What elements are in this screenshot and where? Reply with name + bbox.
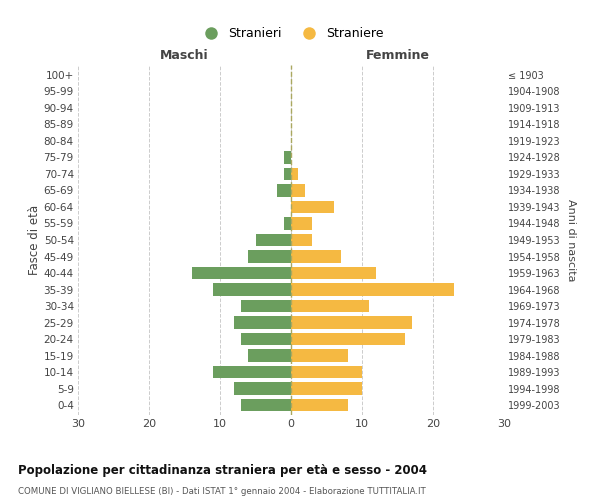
Bar — [241, 300, 291, 312]
Bar — [291, 284, 454, 296]
Bar — [256, 234, 291, 246]
Legend: Stranieri, Straniere: Stranieri, Straniere — [193, 22, 389, 46]
Text: COMUNE DI VIGLIANO BIELLESE (BI) - Dati ISTAT 1° gennaio 2004 - Elaborazione TUT: COMUNE DI VIGLIANO BIELLESE (BI) - Dati … — [18, 486, 426, 496]
Bar — [191, 267, 291, 279]
Bar — [248, 350, 291, 362]
Bar — [234, 382, 291, 395]
Bar — [241, 333, 291, 345]
Bar — [291, 333, 404, 345]
Bar — [291, 168, 298, 180]
Text: Maschi: Maschi — [160, 48, 209, 62]
Y-axis label: Anni di nascita: Anni di nascita — [566, 198, 577, 281]
Bar — [291, 366, 362, 378]
Bar — [291, 267, 376, 279]
Bar — [291, 201, 334, 213]
Bar — [291, 300, 369, 312]
Bar — [213, 366, 291, 378]
Bar — [291, 399, 348, 411]
Bar — [291, 234, 313, 246]
Bar — [277, 184, 291, 196]
Text: Femmine: Femmine — [365, 48, 430, 62]
Bar — [213, 284, 291, 296]
Bar — [291, 218, 313, 230]
Y-axis label: Fasce di età: Fasce di età — [28, 205, 41, 275]
Bar — [284, 152, 291, 164]
Bar — [291, 250, 341, 262]
Bar — [248, 250, 291, 262]
Bar — [241, 399, 291, 411]
Bar — [234, 316, 291, 328]
Bar — [291, 382, 362, 395]
Bar — [291, 316, 412, 328]
Bar — [284, 168, 291, 180]
Bar — [291, 350, 348, 362]
Bar — [291, 184, 305, 196]
Text: Popolazione per cittadinanza straniera per età e sesso - 2004: Popolazione per cittadinanza straniera p… — [18, 464, 427, 477]
Bar — [284, 218, 291, 230]
